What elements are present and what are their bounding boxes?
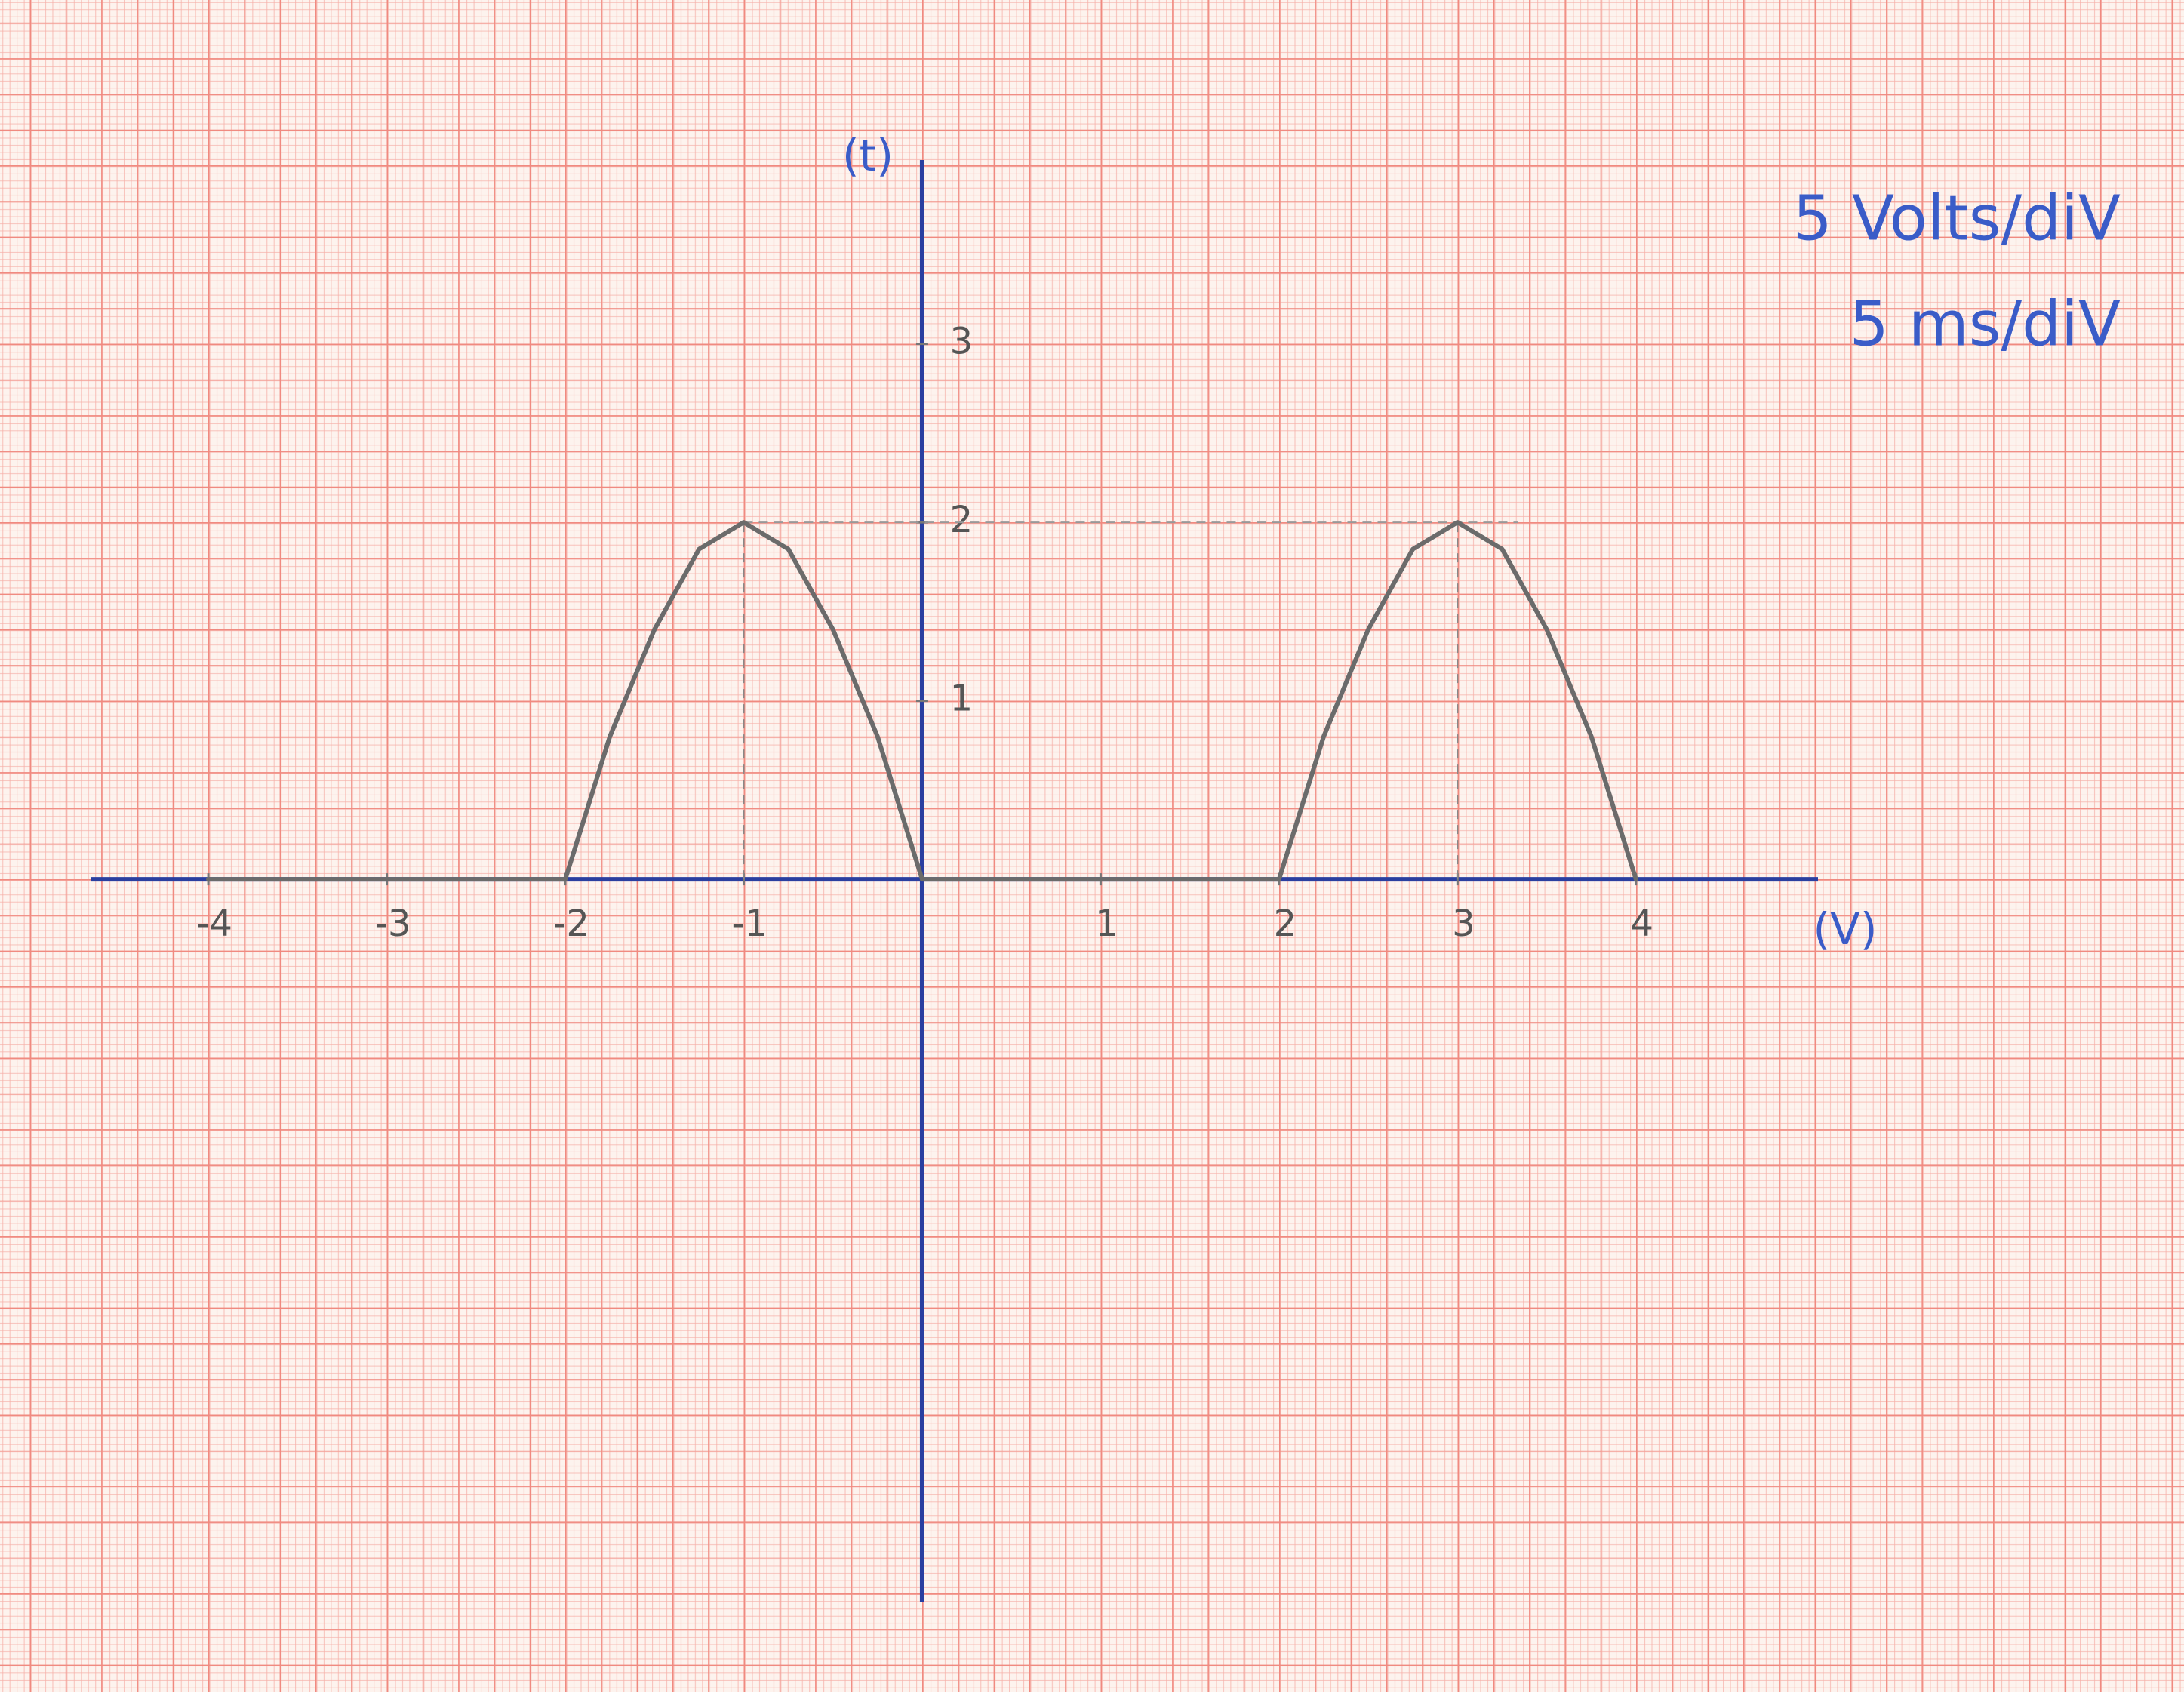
x-axis-label: (V) (1813, 903, 1878, 955)
x-tick-label: -4 (196, 903, 232, 945)
annotation: 5 Volts/diV (1793, 183, 2121, 254)
x-tick-label: -2 (553, 903, 589, 945)
x-tick-label: -3 (375, 903, 411, 945)
y-tick-label: 1 (950, 678, 974, 720)
x-tick-label: -1 (732, 903, 768, 945)
annotation: 5 ms/diV (1850, 288, 2121, 360)
data-line (206, 520, 1638, 882)
y-tick-label: 3 (950, 321, 974, 363)
x-tick-label: 2 (1274, 903, 1297, 945)
x-tick-label: 1 (1095, 903, 1118, 945)
y-axis-label: (t) (842, 130, 894, 181)
x-tick-label: 3 (1452, 903, 1475, 945)
y-tick-label: 2 (950, 499, 974, 541)
x-tick-label: 4 (1631, 903, 1654, 945)
